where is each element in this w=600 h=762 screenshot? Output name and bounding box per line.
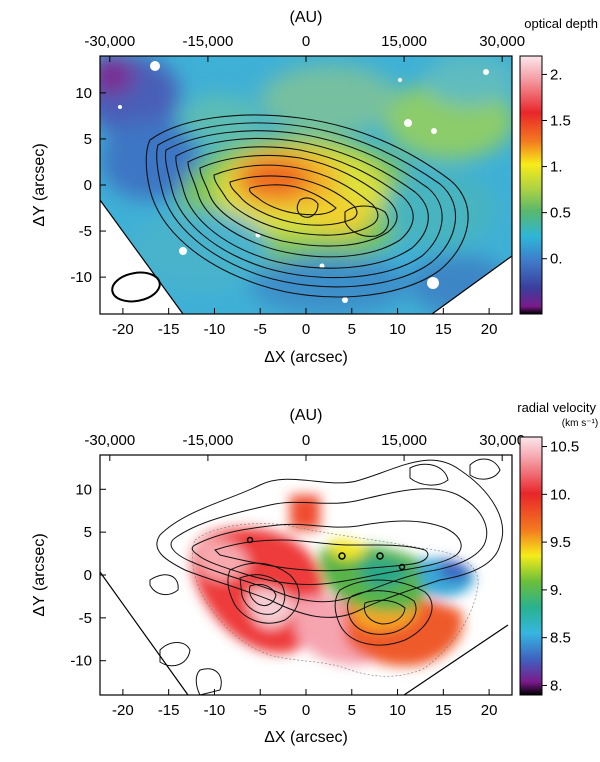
x-tick-label: 0 bbox=[302, 321, 310, 338]
radial-velocity-map bbox=[100, 455, 512, 695]
y-tick-label: 5 bbox=[84, 131, 92, 148]
y-tick-label: -10 bbox=[70, 269, 92, 286]
colorbar-tick-label: 2. bbox=[550, 66, 563, 83]
colorbar-tick-label: 9. bbox=[550, 582, 563, 599]
top-tick-label: 0 bbox=[302, 432, 310, 449]
x-tick-label: 15 bbox=[435, 702, 452, 719]
x-tick-label: -15 bbox=[158, 702, 180, 719]
x-tick-label: 15 bbox=[435, 321, 452, 338]
top-axis-ticks: -30,000 -15,000 0 15,000 30,000 bbox=[84, 432, 525, 461]
x-tick-label: 20 bbox=[481, 321, 498, 338]
x-tick-label: -10 bbox=[204, 702, 226, 719]
top-tick-label: 15,000 bbox=[381, 432, 427, 449]
x-tick-label: 20 bbox=[481, 702, 498, 719]
colorbar-tick-label: 8. bbox=[550, 677, 563, 694]
top-tick-label: 0 bbox=[302, 33, 310, 50]
x-tick-label: 0 bbox=[302, 702, 310, 719]
x-tick-label: -15 bbox=[158, 321, 180, 338]
colorbar bbox=[519, 436, 543, 696]
y-tick-label: 10 bbox=[75, 85, 92, 102]
colorbar-tick-label: 0. bbox=[550, 251, 563, 268]
x-axis-label: ΔX (arcsec) bbox=[264, 349, 348, 366]
colorbar-tick-label: 9.5 bbox=[550, 534, 571, 551]
x-axis-ticks: -20 -15 -10 -5 0 5 10 15 20 bbox=[112, 689, 497, 719]
x-tick-label: 10 bbox=[389, 321, 406, 338]
colorbar-tick-label: 10.5 bbox=[550, 439, 579, 456]
top-axis-label: (AU) bbox=[290, 407, 323, 424]
panel-radial-velocity: (AU) -30,000 -15,000 0 15,000 30,000 -20 -15-… bbox=[31, 400, 598, 746]
top-tick-label: 30,000 bbox=[479, 432, 525, 449]
y-tick-label: 0 bbox=[84, 567, 92, 584]
x-tick-label: 5 bbox=[348, 702, 356, 719]
top-tick-label: -30,000 bbox=[84, 33, 135, 50]
colorbar-tick-label: 10. bbox=[550, 486, 571, 503]
y-tick-label: -5 bbox=[79, 223, 92, 240]
panel-optical-depth: (AU) -30,000 -15,000 0 15,000 30,000 -20 -15-… bbox=[31, 9, 598, 366]
beam-ellipse bbox=[111, 271, 161, 303]
top-axis-ticks: -30,000 -15,000 0 15,000 30,000 bbox=[84, 33, 525, 62]
y-tick-label: 5 bbox=[84, 524, 92, 541]
y-tick-label: -5 bbox=[79, 610, 92, 627]
y-axis-label: ΔY (arcsec) bbox=[31, 533, 48, 616]
top-tick-label: -30,000 bbox=[84, 432, 135, 449]
top-tick-label: 15,000 bbox=[381, 33, 427, 50]
optical-depth-map bbox=[100, 56, 512, 314]
top-axis-label: (AU) bbox=[290, 9, 323, 26]
colorbar-title: optical depth bbox=[524, 16, 598, 31]
x-tick-label: -10 bbox=[204, 321, 226, 338]
y-axis-ticks: 10 5 0 -5 -10 bbox=[70, 85, 106, 286]
x-tick-label: -5 bbox=[254, 702, 267, 719]
y-axis-ticks: 10 5 0 -5 -10 bbox=[70, 481, 106, 670]
y-tick-label: 10 bbox=[75, 481, 92, 498]
colorbar-tick-label: 8.5 bbox=[550, 630, 571, 647]
x-axis-ticks: -20 -15 -10 -5 0 5 10 15 20 bbox=[112, 308, 497, 338]
point-sources bbox=[246, 536, 406, 571]
colorbar-title: radial velocity bbox=[517, 400, 596, 415]
velocity-contours bbox=[149, 458, 504, 695]
top-tick-label: -15,000 bbox=[182, 33, 233, 50]
x-tick-label: 5 bbox=[348, 321, 356, 338]
y-tick-label: -10 bbox=[70, 653, 92, 670]
x-tick-label: -20 bbox=[112, 321, 134, 338]
colorbar-tick-label: 1. bbox=[550, 159, 563, 176]
y-tick-label: 0 bbox=[84, 177, 92, 194]
colorbar-units: (km s⁻¹) bbox=[562, 418, 598, 429]
top-tick-label: -15,000 bbox=[182, 432, 233, 449]
y-axis-label: ΔY (arcsec) bbox=[31, 143, 48, 226]
emission-contours bbox=[145, 114, 469, 298]
top-tick-label: 30,000 bbox=[479, 33, 525, 50]
x-tick-label: -5 bbox=[254, 321, 267, 338]
x-tick-label: 10 bbox=[389, 702, 406, 719]
colorbar bbox=[519, 55, 543, 315]
x-tick-label: -20 bbox=[112, 702, 134, 719]
colorbar-tick-label: 1.5 bbox=[550, 113, 571, 130]
colorbar-tick-label: 0.5 bbox=[550, 205, 571, 222]
x-axis-label: ΔX (arcsec) bbox=[264, 729, 348, 746]
colorbar-ticks: 2. 1.5 1. 0.5 0. bbox=[542, 66, 571, 268]
colorbar-ticks: 10.5 10. 9.5 9. 8.5 8. bbox=[542, 439, 579, 694]
